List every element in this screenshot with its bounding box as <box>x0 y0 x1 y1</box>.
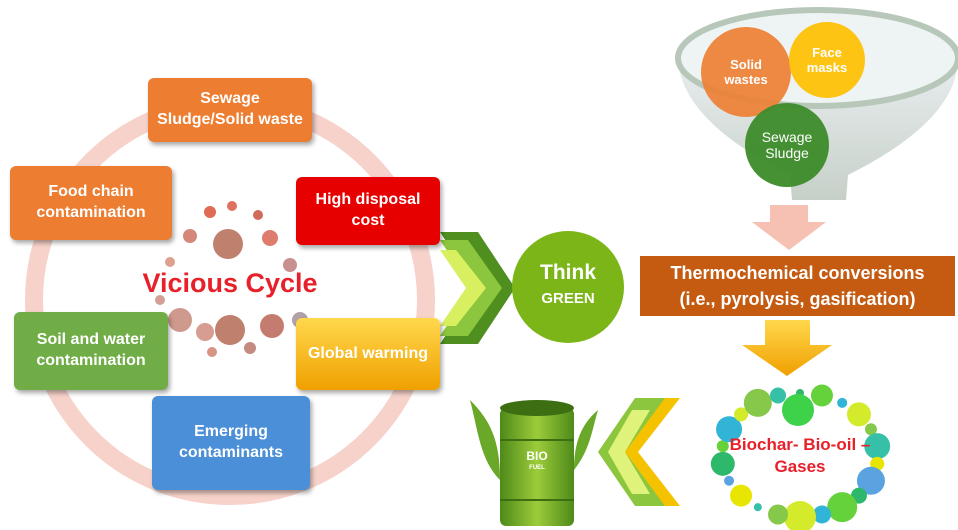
barrel-top <box>500 400 574 416</box>
decor-dot <box>260 314 284 338</box>
decor-dot <box>262 230 278 246</box>
decor-dot <box>204 206 216 218</box>
decor-dot <box>196 323 214 341</box>
leaf <box>574 410 598 470</box>
decor-dot <box>730 485 752 507</box>
funnel-item-label: Face masks <box>795 38 859 82</box>
decor-dot <box>811 385 833 407</box>
think-line2: GREEN <box>512 287 624 309</box>
decor-dot <box>770 388 786 404</box>
process-line: Thermochemical conversions <box>640 260 955 286</box>
process-line: (i.e., pyrolysis, gasification) <box>640 286 955 312</box>
decor-dot <box>215 315 245 345</box>
arrow-down <box>742 320 832 376</box>
funnel-item-label: Sewage Sludge <box>750 122 824 168</box>
cycle-node: Food chain contamination <box>10 166 172 240</box>
cycle-node: Soil and water contamination <box>14 312 168 390</box>
decor-dot <box>244 342 256 354</box>
decor-dot <box>253 210 263 220</box>
decor-dot <box>213 229 243 259</box>
arrow-down <box>752 205 826 250</box>
products-label: Biochar- Bio-oil – Gases <box>705 428 895 484</box>
decor-dot <box>827 492 857 522</box>
decor-dot <box>183 229 197 243</box>
decor-dot <box>744 389 772 417</box>
cycle-center: Vicious Cycle <box>120 262 340 304</box>
think-line1: Think <box>512 260 624 286</box>
barrel-line2: FUEL <box>510 463 564 473</box>
decor-dot <box>768 504 788 524</box>
decor-dot <box>207 347 217 357</box>
leaf <box>470 400 500 480</box>
barrel-line1: BIO <box>510 448 564 464</box>
decor-dot <box>754 503 762 511</box>
decor-dot <box>837 398 847 408</box>
decor-dot <box>227 201 237 211</box>
cycle-node: Sewage Sludge/Solid waste <box>148 78 312 142</box>
decor-dot <box>168 308 192 332</box>
decor-dot <box>782 394 814 426</box>
decor-dot <box>847 402 871 426</box>
cycle-node: Global warming <box>296 318 440 390</box>
cycle-node: Emerging contaminants <box>152 396 310 490</box>
decor-dot <box>784 501 816 530</box>
cycle-node: High disposal cost <box>296 177 440 245</box>
funnel-item-label: Solid wastes <box>711 48 781 96</box>
page: Sewage Sludge/Solid waste High disposal … <box>0 0 958 530</box>
